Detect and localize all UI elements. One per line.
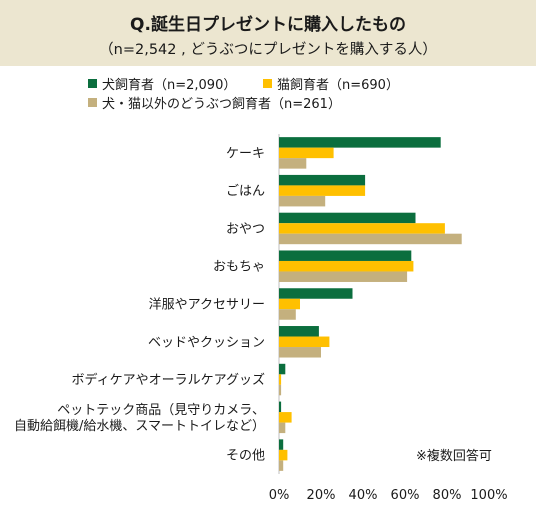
bar-dog [279, 363, 286, 375]
bar-cat [279, 336, 330, 348]
x-tick-label: 0% [269, 488, 290, 503]
bar-other [279, 347, 321, 358]
legend-item-other: 犬・猫以外のどうぶつ飼育者（n=261） [88, 93, 341, 112]
legend-label-dog: 犬飼育者（n=2,090） [102, 78, 237, 93]
bar-cat [279, 147, 334, 159]
category-label: ボディケアやオーラルケアグッズ [72, 372, 265, 388]
bar-other [279, 384, 282, 396]
legend-swatch-cat [263, 79, 272, 88]
bar-cat [279, 260, 414, 272]
title-banner: Q.誕生日プレゼントに購入したもの （n=2,542 , どうぶつにプレゼントを… [0, 0, 536, 66]
bar-dog [279, 401, 282, 413]
bar-cat [279, 374, 282, 385]
bar-dog [279, 288, 353, 299]
bar-other [279, 233, 462, 245]
x-tick-label: 40% [349, 488, 378, 503]
bar-cat [279, 185, 366, 196]
bar-cat [279, 223, 445, 234]
bar-other [279, 158, 307, 169]
bar-other [279, 271, 408, 282]
bar-cat [279, 412, 292, 423]
category-label: ペットテック商品（見守りカメラ、自動給餌機/給水機、スマートトイレなど） [14, 403, 265, 434]
category-label: ベッドやクッション [148, 335, 265, 350]
x-tick-label: 20% [307, 488, 336, 503]
legend-label-cat: 猫飼育者（n=690） [277, 78, 399, 93]
category-label: おもちゃ [213, 260, 265, 275]
category-label: その他 [226, 449, 265, 464]
bar-other [279, 309, 296, 320]
chart-title: Q.誕生日プレゼントに購入したもの [130, 15, 406, 35]
x-tick-label: 60% [391, 488, 420, 503]
bar-other [279, 422, 286, 434]
category-label: ごはん [226, 183, 265, 199]
x-tick-label: 80% [433, 488, 462, 503]
bar-dog [279, 326, 319, 337]
chart-subtitle: （n=2,542 , どうぶつにプレゼントを購入する人） [99, 42, 437, 58]
category-label: ケーキ [226, 146, 265, 161]
bar-dog [279, 174, 366, 186]
legend-swatch-other [88, 98, 97, 107]
bar-other [279, 195, 326, 207]
category-label: 洋服やアクセサリー [149, 298, 265, 313]
legend-item-dog: 犬飼育者（n=2,090） [88, 74, 236, 93]
x-tick-label: 100% [470, 488, 507, 503]
legend-item-cat: 猫飼育者（n=690） [263, 74, 399, 93]
legend-label-other: 犬・猫以外のどうぶつ飼育者（n=261） [102, 97, 341, 112]
bar-other [279, 460, 284, 471]
bar-cat [279, 298, 300, 310]
bar-dog [279, 212, 416, 224]
bar-dog [279, 250, 412, 261]
bar-dog [279, 439, 284, 450]
chart-note: ※複数回答可 [416, 449, 492, 464]
category-label: おやつ [226, 222, 265, 237]
bar-cat [279, 449, 288, 461]
bar-dog [279, 137, 441, 148]
legend-swatch-dog [88, 79, 97, 88]
